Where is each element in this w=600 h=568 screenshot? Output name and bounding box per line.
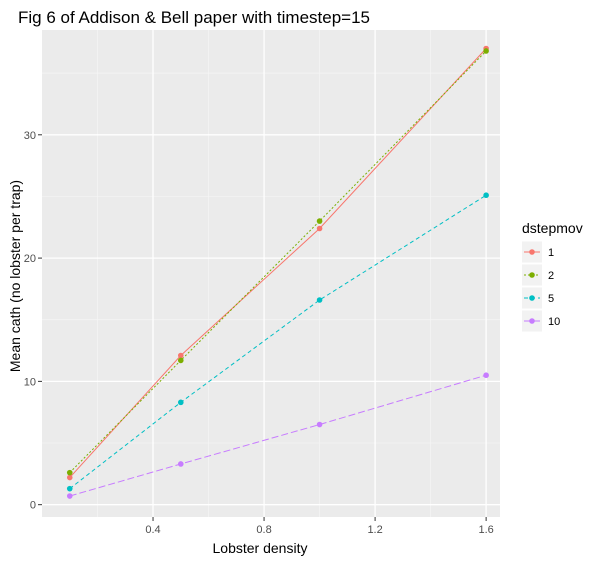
series-5 <box>66 192 489 492</box>
legend-entry-label: 1 <box>548 247 554 259</box>
legend-entry-label: 5 <box>548 293 554 305</box>
legend: 1 2 5 10 <box>522 241 560 332</box>
data-point <box>316 218 323 224</box>
legend-entry-label: 10 <box>548 316 560 328</box>
y-tick-label: 20 <box>24 253 36 265</box>
data-point <box>316 225 323 232</box>
x-tick-label: 0.4 <box>145 524 160 536</box>
data-point <box>66 485 73 492</box>
legend-key-point <box>529 295 535 301</box>
data-point <box>177 461 184 467</box>
y-tick-label: 0 <box>30 500 36 512</box>
series-10 <box>66 372 489 499</box>
data-point <box>66 493 73 499</box>
series-line <box>69 194 487 490</box>
x-tick-label: 1.6 <box>478 524 493 536</box>
y-tick-label: 10 <box>24 376 36 388</box>
chart-title: Fig 6 of Addison & Bell paper with times… <box>18 8 370 27</box>
y-tick-label: 30 <box>24 130 36 142</box>
data-point <box>316 421 323 428</box>
x-axis-label: Lobster density <box>213 540 308 556</box>
data-point <box>177 352 184 359</box>
legend-title: dstepmov <box>522 220 583 236</box>
series-line <box>69 50 487 473</box>
legend-key-point <box>529 249 535 255</box>
data-point <box>483 192 489 199</box>
legend-key-point <box>529 272 535 278</box>
data-point <box>177 357 184 364</box>
data-point <box>483 48 489 54</box>
data-point <box>177 399 184 406</box>
series-line <box>69 374 487 497</box>
series-2 <box>66 48 489 476</box>
data-point <box>483 372 489 379</box>
data-point <box>316 297 323 303</box>
legend-key-point <box>529 318 535 324</box>
y-axis-label: Mean cath (no lobster per trap) <box>7 180 23 372</box>
data-point <box>66 474 73 481</box>
plot-panel <box>42 30 500 517</box>
legend-entry-label: 2 <box>548 270 554 282</box>
x-tick-label: 0.8 <box>256 524 271 536</box>
data-point <box>66 469 73 476</box>
x-tick-label: 1.2 <box>367 524 382 536</box>
series-line <box>69 48 487 478</box>
